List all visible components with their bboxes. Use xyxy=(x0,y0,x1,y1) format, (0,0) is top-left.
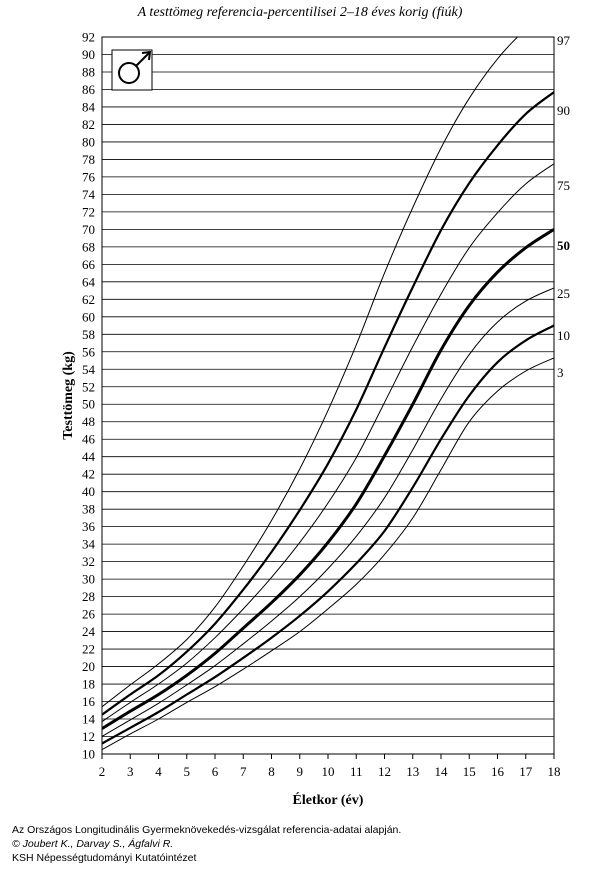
y-tick-label: 68 xyxy=(82,239,95,254)
x-tick-label: 7 xyxy=(240,764,247,779)
y-tick-label: 64 xyxy=(82,274,96,289)
percentile-label-97: 97 xyxy=(557,33,571,48)
y-axis-label: Testtömeg (kg) xyxy=(61,351,76,440)
x-tick-label: 5 xyxy=(184,764,191,779)
x-tick-label: 14 xyxy=(435,764,449,779)
institute-note: KSH Népességtudományi Kutatóintézet xyxy=(12,852,197,864)
percentile-line-75 xyxy=(102,163,554,723)
percentile-label-90: 90 xyxy=(557,103,570,118)
y-tick-label: 60 xyxy=(82,309,95,324)
percentile-line-50 xyxy=(102,228,554,730)
y-tick-label: 92 xyxy=(82,30,95,45)
y-tick-label: 66 xyxy=(82,257,96,272)
y-tick-label: 52 xyxy=(82,379,95,394)
y-tick-label: 56 xyxy=(82,344,96,359)
plot-frame xyxy=(101,36,555,755)
percentile-line-97 xyxy=(102,37,519,708)
y-tick-label: 82 xyxy=(82,117,95,132)
y-tick-label: 46 xyxy=(82,432,96,447)
y-tick-label: 86 xyxy=(82,82,96,97)
male-symbol-circle xyxy=(118,62,140,84)
y-tick-label: 50 xyxy=(82,397,95,412)
y-tick-label: 72 xyxy=(82,204,95,219)
x-tick-label: 16 xyxy=(491,764,505,779)
y-tick-label: 34 xyxy=(82,537,96,552)
y-tick-label: 90 xyxy=(82,47,95,62)
x-tick-label: 3 xyxy=(127,764,134,779)
y-tick-label: 70 xyxy=(82,222,95,237)
x-tick-label: 9 xyxy=(297,764,304,779)
percentile-line-10 xyxy=(102,324,554,745)
y-tick-label: 84 xyxy=(82,99,96,114)
y-tick-label: 88 xyxy=(82,64,95,79)
y-tick-label: 78 xyxy=(82,152,95,167)
male-symbol-arrow-head xyxy=(141,50,152,61)
percentile-label-50: 50 xyxy=(557,238,570,253)
x-tick-label: 15 xyxy=(463,764,476,779)
x-tick-label: 8 xyxy=(268,764,275,779)
y-tick-label: 30 xyxy=(82,572,95,587)
y-tick-label: 40 xyxy=(82,484,95,499)
y-tick-label: 80 xyxy=(82,134,95,149)
percentile-line-3 xyxy=(102,357,554,751)
percentile-label-25: 25 xyxy=(557,286,570,301)
y-tick-label: 54 xyxy=(82,362,96,377)
y-tick-label: 16 xyxy=(82,694,96,709)
x-tick-label: 13 xyxy=(406,764,419,779)
percentile-line-25 xyxy=(102,287,554,737)
percentile-label-3: 3 xyxy=(557,365,564,380)
male-symbol-arrow-shaft xyxy=(135,52,150,67)
y-tick-label: 58 xyxy=(82,327,95,342)
y-tick-label: 48 xyxy=(82,414,95,429)
copyright-note: © Joubert K., Darvay S., Ágfalvi R. xyxy=(12,838,174,850)
y-tick-label: 18 xyxy=(82,677,95,692)
y-tick-label: 42 xyxy=(82,467,95,482)
y-tick-label: 28 xyxy=(82,589,95,604)
percentile-label-75: 75 xyxy=(557,178,570,193)
x-tick-label: 4 xyxy=(155,764,162,779)
x-tick-label: 18 xyxy=(548,764,561,779)
y-tick-label: 22 xyxy=(82,642,95,657)
y-tick-label: 10 xyxy=(82,747,95,762)
y-tick-label: 12 xyxy=(82,729,95,744)
y-tick-label: 14 xyxy=(82,712,96,727)
y-tick-label: 76 xyxy=(82,169,96,184)
x-tick-label: 10 xyxy=(322,764,335,779)
chart-title: A testtömeg referencia-percentilisei 2–1… xyxy=(137,5,463,20)
y-tick-label: 38 xyxy=(82,502,95,517)
x-axis-label: Életkor (év) xyxy=(293,791,364,808)
y-tick-label: 26 xyxy=(82,607,96,622)
y-tick-label: 62 xyxy=(82,292,95,307)
y-tick-label: 44 xyxy=(82,449,96,464)
y-tick-label: 20 xyxy=(82,659,95,674)
y-tick-label: 74 xyxy=(82,187,96,202)
percentile-label-10: 10 xyxy=(557,328,570,343)
x-tick-label: 2 xyxy=(99,764,106,779)
x-tick-label: 17 xyxy=(519,764,533,779)
x-tick-label: 12 xyxy=(378,764,391,779)
chart: 1012141618202224262830323436384042444648… xyxy=(61,30,571,809)
source-note: Az Országos Longitudinális Gyermeknöveke… xyxy=(12,824,402,836)
x-tick-label: 11 xyxy=(350,764,363,779)
y-tick-label: 36 xyxy=(82,519,96,534)
percentile-line-90 xyxy=(102,91,554,716)
y-tick-label: 24 xyxy=(82,624,96,639)
y-tick-label: 32 xyxy=(82,554,95,569)
x-tick-label: 6 xyxy=(212,764,219,779)
